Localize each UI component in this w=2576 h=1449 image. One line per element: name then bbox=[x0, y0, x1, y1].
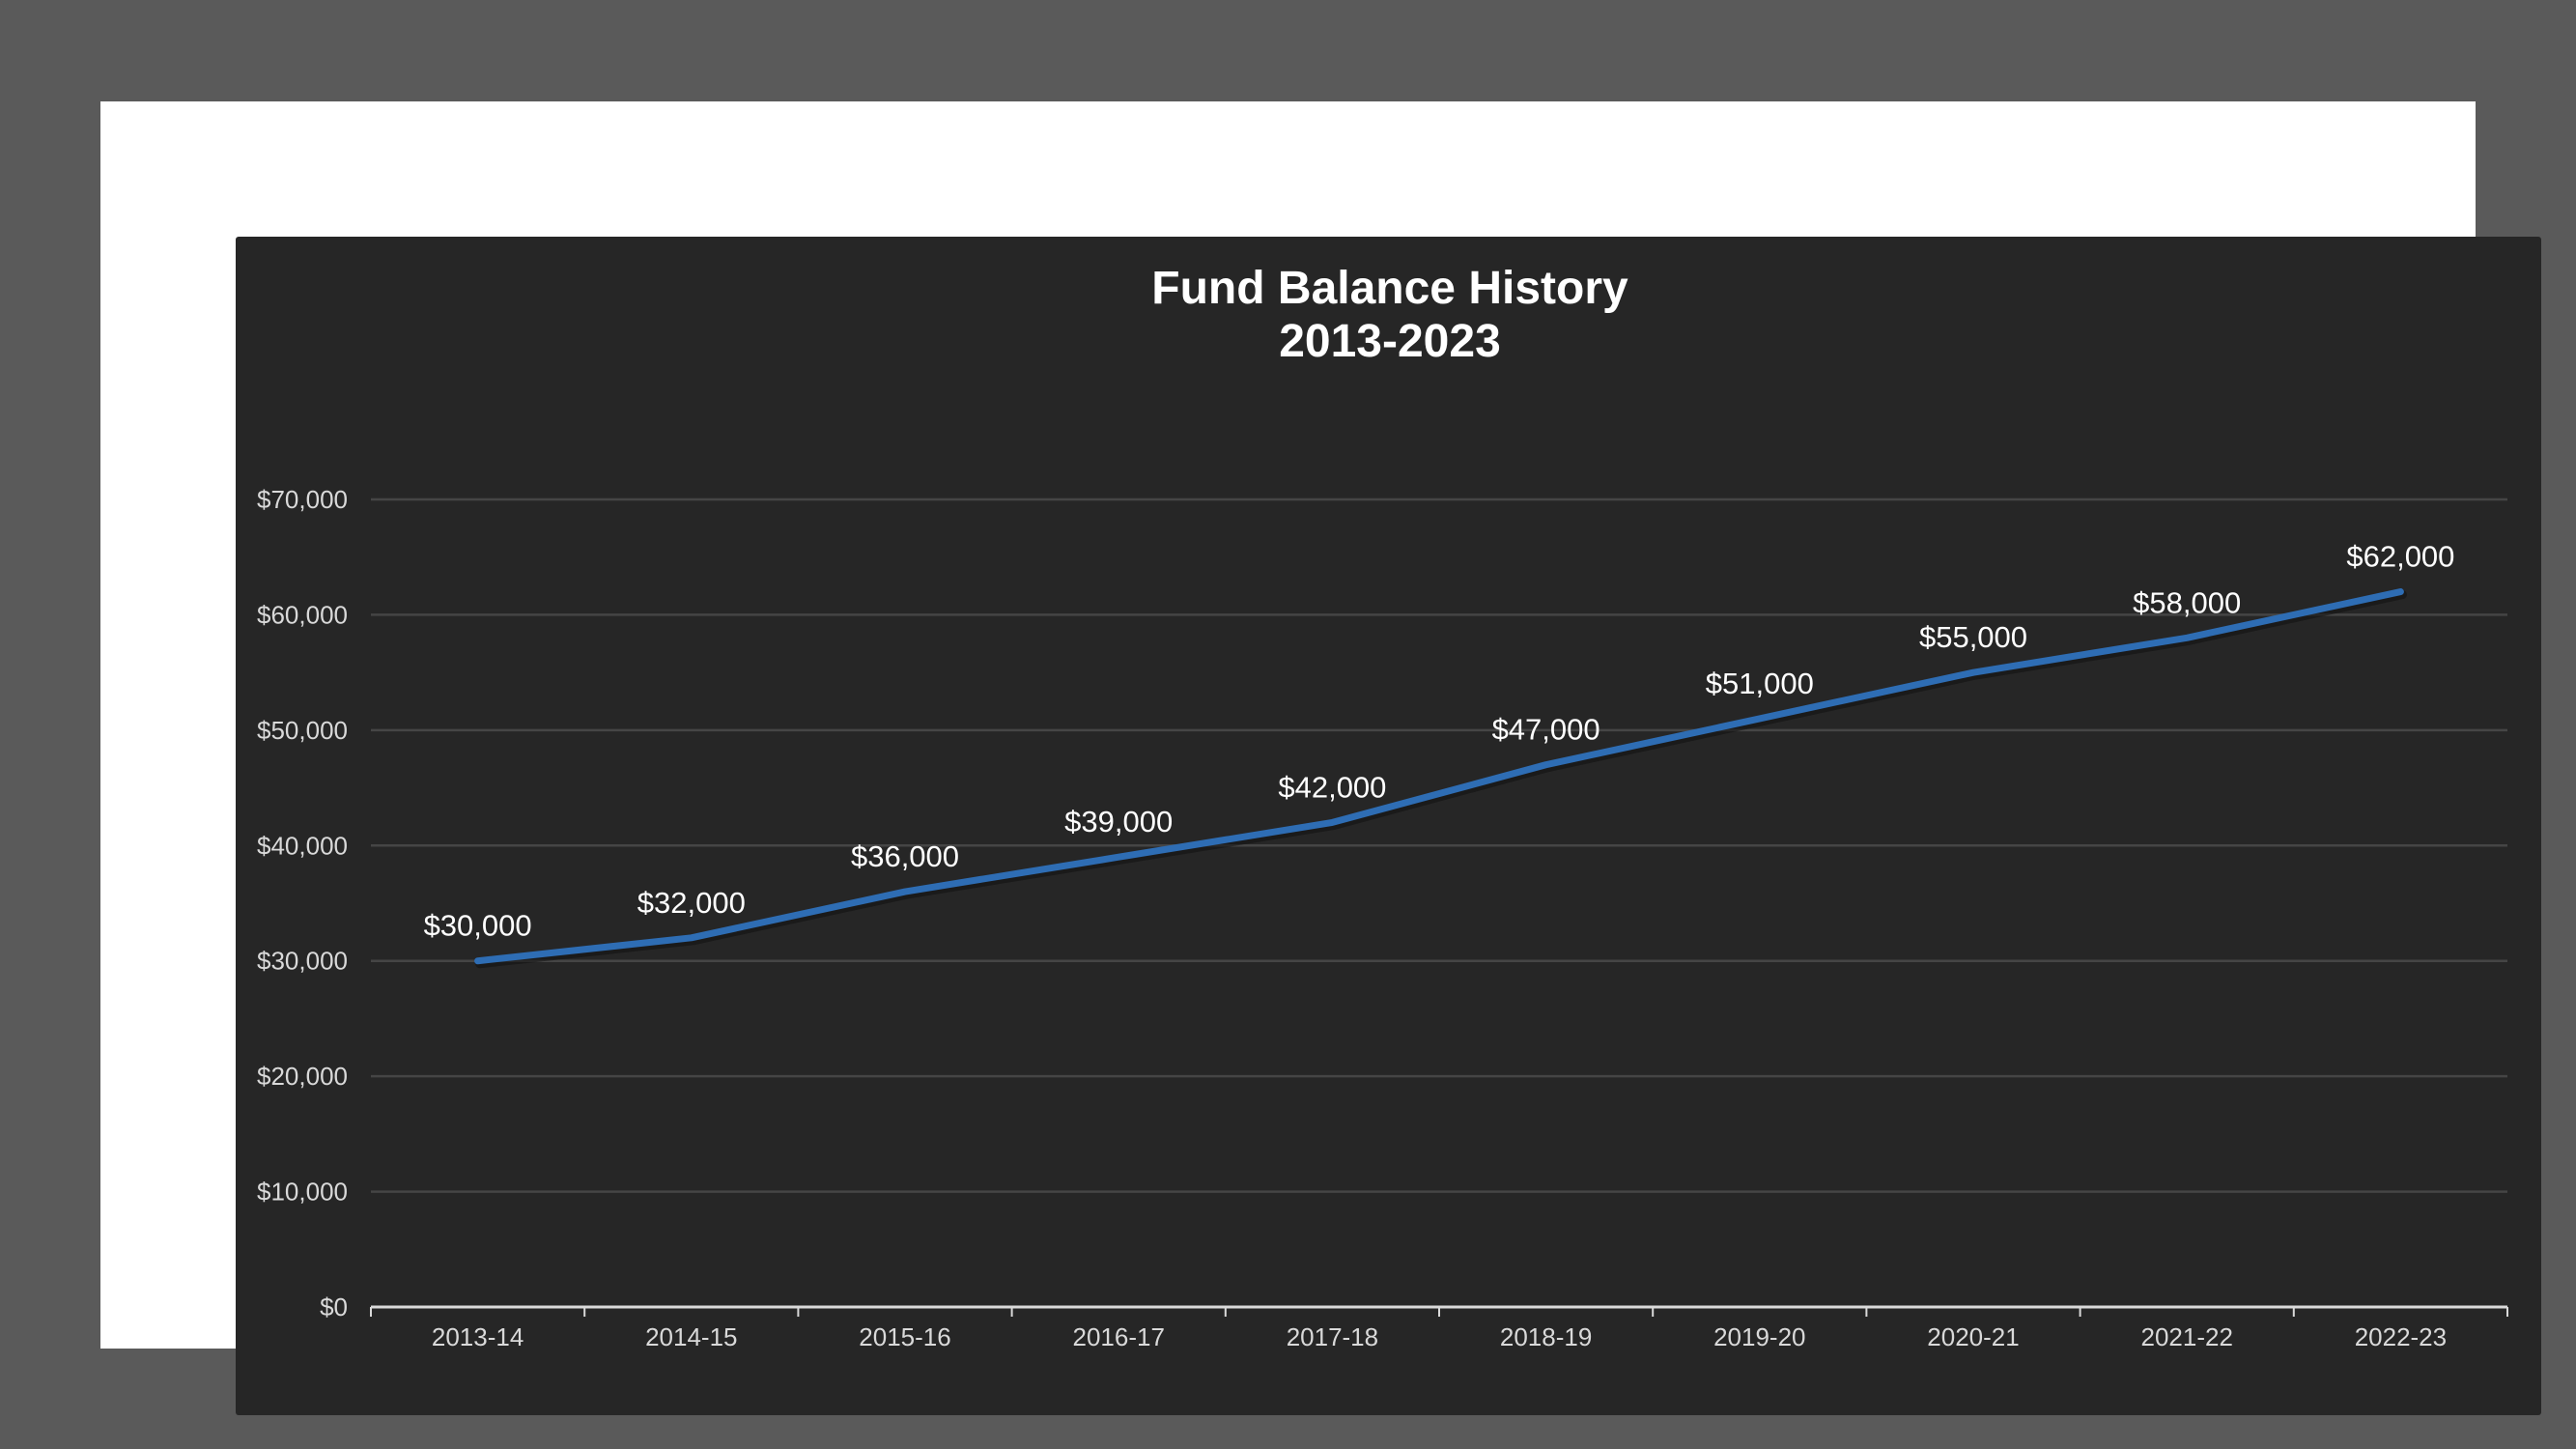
series-layer bbox=[474, 588, 2407, 969]
y-tick-label: $40,000 bbox=[257, 831, 348, 860]
x-tick-label: 2022-23 bbox=[2355, 1322, 2447, 1351]
y-tick-label: $0 bbox=[320, 1293, 348, 1321]
data-label: $62,000 bbox=[2346, 540, 2454, 574]
x-tick-label: 2013-14 bbox=[432, 1322, 524, 1351]
x-tick-label: 2014-15 bbox=[645, 1322, 737, 1351]
y-tick-label: $50,000 bbox=[257, 716, 348, 745]
data-point bbox=[1329, 819, 1336, 826]
data-labels: $30,000 $32,000 $36,000 $39,000 $42,000 $47,0… bbox=[424, 540, 2455, 943]
x-axis-ticks: 2013-14 2014-15 2015-16 2016-17 2017-18 2018-… bbox=[432, 1322, 2447, 1351]
y-tick-label: $20,000 bbox=[257, 1062, 348, 1091]
x-tick-label: 2019-20 bbox=[1713, 1322, 1805, 1351]
data-label: $51,000 bbox=[1706, 667, 1814, 700]
y-tick-label: $60,000 bbox=[257, 600, 348, 629]
chart-title: Fund Balance History bbox=[1151, 263, 1628, 314]
data-point bbox=[1756, 715, 1763, 722]
data-point bbox=[2397, 588, 2404, 595]
x-tick-label: 2018-19 bbox=[1500, 1322, 1592, 1351]
y-tick-label: $70,000 bbox=[257, 485, 348, 514]
x-tick-label: 2016-17 bbox=[1072, 1322, 1164, 1351]
series-line bbox=[474, 588, 2404, 965]
data-label: $32,000 bbox=[637, 886, 746, 920]
y-tick-label: $10,000 bbox=[257, 1178, 348, 1207]
data-label: $58,000 bbox=[2133, 585, 2241, 619]
data-label: $47,000 bbox=[1492, 713, 1600, 747]
slide-frame: Fund Balance History 2013-2023 $0 $10,000… bbox=[100, 101, 2541, 1415]
y-axis-ticks: $0 $10,000 $20,000 $30,000 $40,000 $50,000 $60… bbox=[257, 485, 348, 1321]
x-tick-label: 2021-22 bbox=[2140, 1322, 2232, 1351]
chart-panel: Fund Balance History 2013-2023 $0 $10,000… bbox=[236, 237, 2541, 1415]
y-tick-label: $30,000 bbox=[257, 947, 348, 976]
data-point bbox=[1970, 669, 1976, 676]
data-point bbox=[474, 957, 481, 964]
data-label: $55,000 bbox=[1919, 620, 2027, 654]
gridlines bbox=[371, 497, 2507, 1193]
data-point bbox=[902, 889, 908, 895]
data-point bbox=[2184, 635, 2191, 641]
data-point bbox=[688, 934, 694, 941]
chart-subtitle: 2013-2023 bbox=[1279, 316, 1501, 367]
x-tick-label: 2020-21 bbox=[1927, 1322, 2019, 1351]
data-point bbox=[1116, 854, 1122, 861]
data-label: $30,000 bbox=[424, 909, 532, 943]
x-tick-label: 2015-16 bbox=[859, 1322, 950, 1351]
data-label: $36,000 bbox=[851, 839, 959, 873]
data-label: $39,000 bbox=[1064, 805, 1173, 838]
x-axis bbox=[370, 1305, 2508, 1317]
data-point bbox=[1543, 761, 1549, 768]
line-chart: Fund Balance History 2013-2023 $0 $10,000… bbox=[257, 263, 2508, 1351]
x-tick-label: 2017-18 bbox=[1287, 1322, 1378, 1351]
data-label: $42,000 bbox=[1278, 770, 1386, 804]
